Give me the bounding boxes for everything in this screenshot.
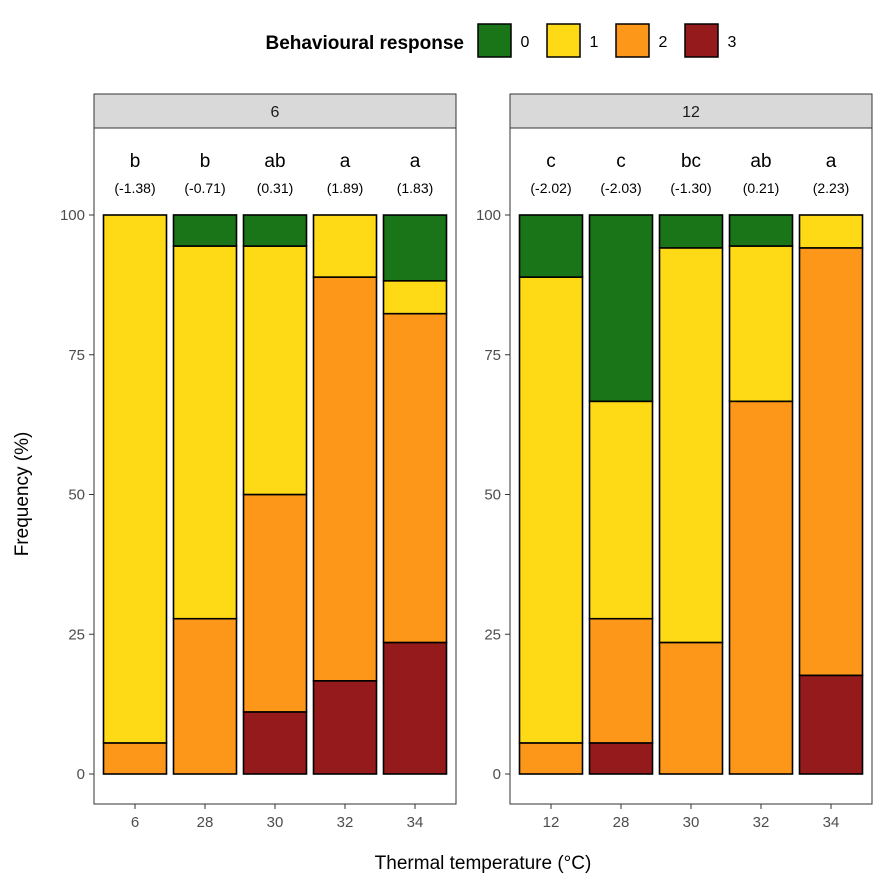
panel-12: 12 0 25 50 75 100 12 c (-2.02) 28 c (-2.03) 30 bc (-1.…: [476, 93, 873, 831]
bar-segment-0: [658, 214, 724, 249]
significance-letter: c: [616, 151, 626, 172]
y-tick-label: 100: [60, 207, 85, 224]
significance-letter: a: [410, 151, 421, 172]
score-label: (1.83): [397, 180, 434, 196]
score-label: (-0.71): [184, 180, 225, 196]
facet-strip: [93, 93, 457, 129]
facet-strip-label: 6: [271, 104, 280, 121]
score-label: (-2.03): [600, 180, 641, 196]
legend-title: Behavioural response: [265, 33, 464, 54]
x-tick-label: 34: [407, 814, 424, 831]
bar-segment-0: [728, 214, 794, 247]
legend-swatch-2: [615, 23, 650, 58]
significance-letter: ab: [750, 151, 771, 172]
score-label: (-2.02): [530, 180, 571, 196]
significance-letter: a: [340, 151, 351, 172]
bar-segment-0: [242, 214, 308, 247]
bar-segment-1: [102, 214, 168, 744]
x-tick-label: 28: [613, 814, 630, 831]
bar-segment-3: [242, 711, 308, 775]
score-label: (-1.30): [670, 180, 711, 196]
facet-strip-label: 12: [682, 104, 700, 121]
bar-segment-2: [658, 641, 724, 775]
bar-segment-3: [588, 742, 654, 775]
bar-segment-3: [382, 641, 448, 775]
significance-letter: c: [546, 151, 556, 172]
bar-segment-1: [588, 400, 654, 620]
bar-segment-2: [242, 493, 308, 713]
x-tick-label: 12: [543, 814, 560, 831]
score-label: (-1.38): [114, 180, 155, 196]
legend-swatch-3: [684, 23, 719, 58]
significance-letter: b: [200, 151, 211, 172]
bar-segment-2: [728, 400, 794, 775]
y-tick-label: 25: [68, 626, 85, 643]
bar-segment-2: [588, 617, 654, 744]
bar-segment-2: [798, 247, 864, 677]
score-label: (0.31): [257, 180, 294, 196]
bar-segment-1: [312, 214, 378, 278]
legend-label: 1: [590, 34, 599, 51]
bar-segment-1: [242, 245, 308, 496]
y-axis-label: Frequency (%): [12, 432, 33, 557]
legend-swatch-1: [546, 23, 581, 58]
bar-segment-0: [172, 214, 238, 247]
legend-swatch-0: [477, 23, 512, 58]
bar-segment-1: [518, 276, 584, 744]
y-tick-label: 50: [68, 487, 85, 504]
x-tick-label: 32: [753, 814, 770, 831]
legend: Behavioural response 0 1 2 3: [265, 23, 737, 58]
legend-label: 0: [521, 34, 530, 51]
facet-strip: [509, 93, 873, 129]
bar-segment-3: [798, 674, 864, 775]
x-tick-label: 32: [337, 814, 354, 831]
y-tick-label: 25: [484, 626, 501, 643]
bar-segment-1: [658, 247, 724, 644]
bar-segment-2: [102, 742, 168, 775]
y-tick-label: 50: [484, 487, 501, 504]
x-tick-label: 30: [683, 814, 700, 831]
legend-label: 3: [728, 34, 737, 51]
bar-segment-0: [588, 214, 654, 403]
significance-letter: a: [826, 151, 837, 172]
bar-segment-2: [518, 742, 584, 775]
bar-segment-1: [382, 279, 448, 315]
significance-letter: ab: [264, 151, 285, 172]
y-tick-label: 0: [493, 766, 501, 783]
significance-letter: bc: [681, 151, 701, 172]
score-label: (1.89): [327, 180, 364, 196]
x-tick-label: 34: [823, 814, 840, 831]
score-label: (2.23): [813, 180, 850, 196]
bar-segment-2: [312, 276, 378, 682]
bar-segment-0: [518, 214, 584, 278]
x-tick-label: 28: [197, 814, 214, 831]
bar-segment-2: [382, 312, 448, 644]
y-tick-label: 75: [68, 347, 85, 364]
panel-6: 6 0 25 50 75 100 6 b (-1.38) 28 b (-0.71) 30 ab (0.31)…: [60, 93, 457, 831]
bar-segment-3: [312, 680, 378, 775]
bar-segment-0: [382, 214, 448, 282]
x-tick-label: 6: [131, 814, 139, 831]
significance-letter: b: [130, 151, 141, 172]
y-tick-label: 75: [484, 347, 501, 364]
y-tick-label: 100: [476, 207, 501, 224]
x-axis-label: Thermal temperature (°C): [375, 853, 592, 874]
bar-segment-1: [798, 214, 864, 249]
bar-segment-1: [728, 245, 794, 403]
bar-segment-2: [172, 617, 238, 775]
x-tick-label: 30: [267, 814, 284, 831]
y-tick-label: 0: [77, 766, 85, 783]
bar-segment-1: [172, 245, 238, 620]
legend-label: 2: [659, 34, 668, 51]
score-label: (0.21): [743, 180, 780, 196]
